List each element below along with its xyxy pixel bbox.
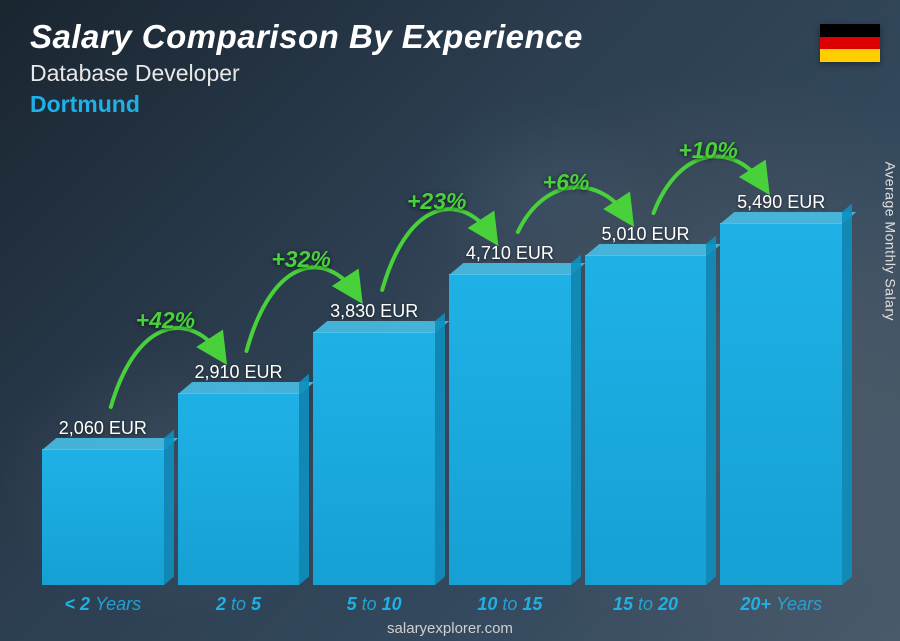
x-label: 5 to 10 bbox=[313, 594, 435, 615]
footer-credit: salaryexplorer.com bbox=[0, 620, 900, 637]
bar bbox=[720, 223, 842, 585]
bar bbox=[585, 255, 707, 585]
growth-pct-label: +42% bbox=[136, 307, 195, 334]
bar-col: 3,830 EUR bbox=[313, 301, 435, 585]
header: Salary Comparison By Experience Database… bbox=[30, 18, 870, 118]
bar-value-label: 3,830 EUR bbox=[330, 301, 418, 322]
bar-col: 5,010 EUR bbox=[585, 224, 707, 585]
bar-value-label: 4,710 EUR bbox=[466, 243, 554, 264]
subtitle: Database Developer bbox=[30, 60, 870, 87]
salary-chart: 2,060 EUR 2,910 EUR 3,830 EUR 4,710 EUR 5,01… bbox=[42, 135, 842, 585]
growth-pct-label: +6% bbox=[543, 169, 590, 196]
bar-value-label: 5,010 EUR bbox=[601, 224, 689, 245]
flag-germany-icon bbox=[820, 24, 880, 62]
bar bbox=[42, 449, 164, 585]
bar-col: 4,710 EUR bbox=[449, 243, 571, 585]
flag-stripe bbox=[820, 49, 880, 62]
bar-value-label: 2,910 EUR bbox=[194, 362, 282, 383]
location: Dortmund bbox=[30, 91, 870, 118]
bar bbox=[313, 332, 435, 585]
growth-pct-label: +23% bbox=[407, 188, 466, 215]
bar-value-label: 2,060 EUR bbox=[59, 418, 147, 439]
bar bbox=[178, 393, 300, 585]
page-title: Salary Comparison By Experience bbox=[30, 18, 870, 56]
x-label: 2 to 5 bbox=[178, 594, 300, 615]
bar-col: 5,490 EUR bbox=[720, 192, 842, 585]
growth-pct-label: +10% bbox=[678, 137, 737, 164]
x-axis-labels: < 2 Years 2 to 5 5 to 10 10 to 15 15 to 20 20… bbox=[42, 594, 842, 615]
y-axis-label: Average Monthly Salary bbox=[882, 161, 898, 320]
bar-value-label: 5,490 EUR bbox=[737, 192, 825, 213]
bar-col: 2,910 EUR bbox=[178, 362, 300, 585]
bar-col: 2,060 EUR bbox=[42, 418, 164, 585]
growth-pct-label: +32% bbox=[271, 246, 330, 273]
x-label: < 2 Years bbox=[42, 594, 164, 615]
flag-stripe bbox=[820, 24, 880, 37]
flag-stripe bbox=[820, 37, 880, 50]
x-label: 15 to 20 bbox=[585, 594, 707, 615]
x-label: 10 to 15 bbox=[449, 594, 571, 615]
x-label: 20+ Years bbox=[720, 594, 842, 615]
bar bbox=[449, 274, 571, 585]
